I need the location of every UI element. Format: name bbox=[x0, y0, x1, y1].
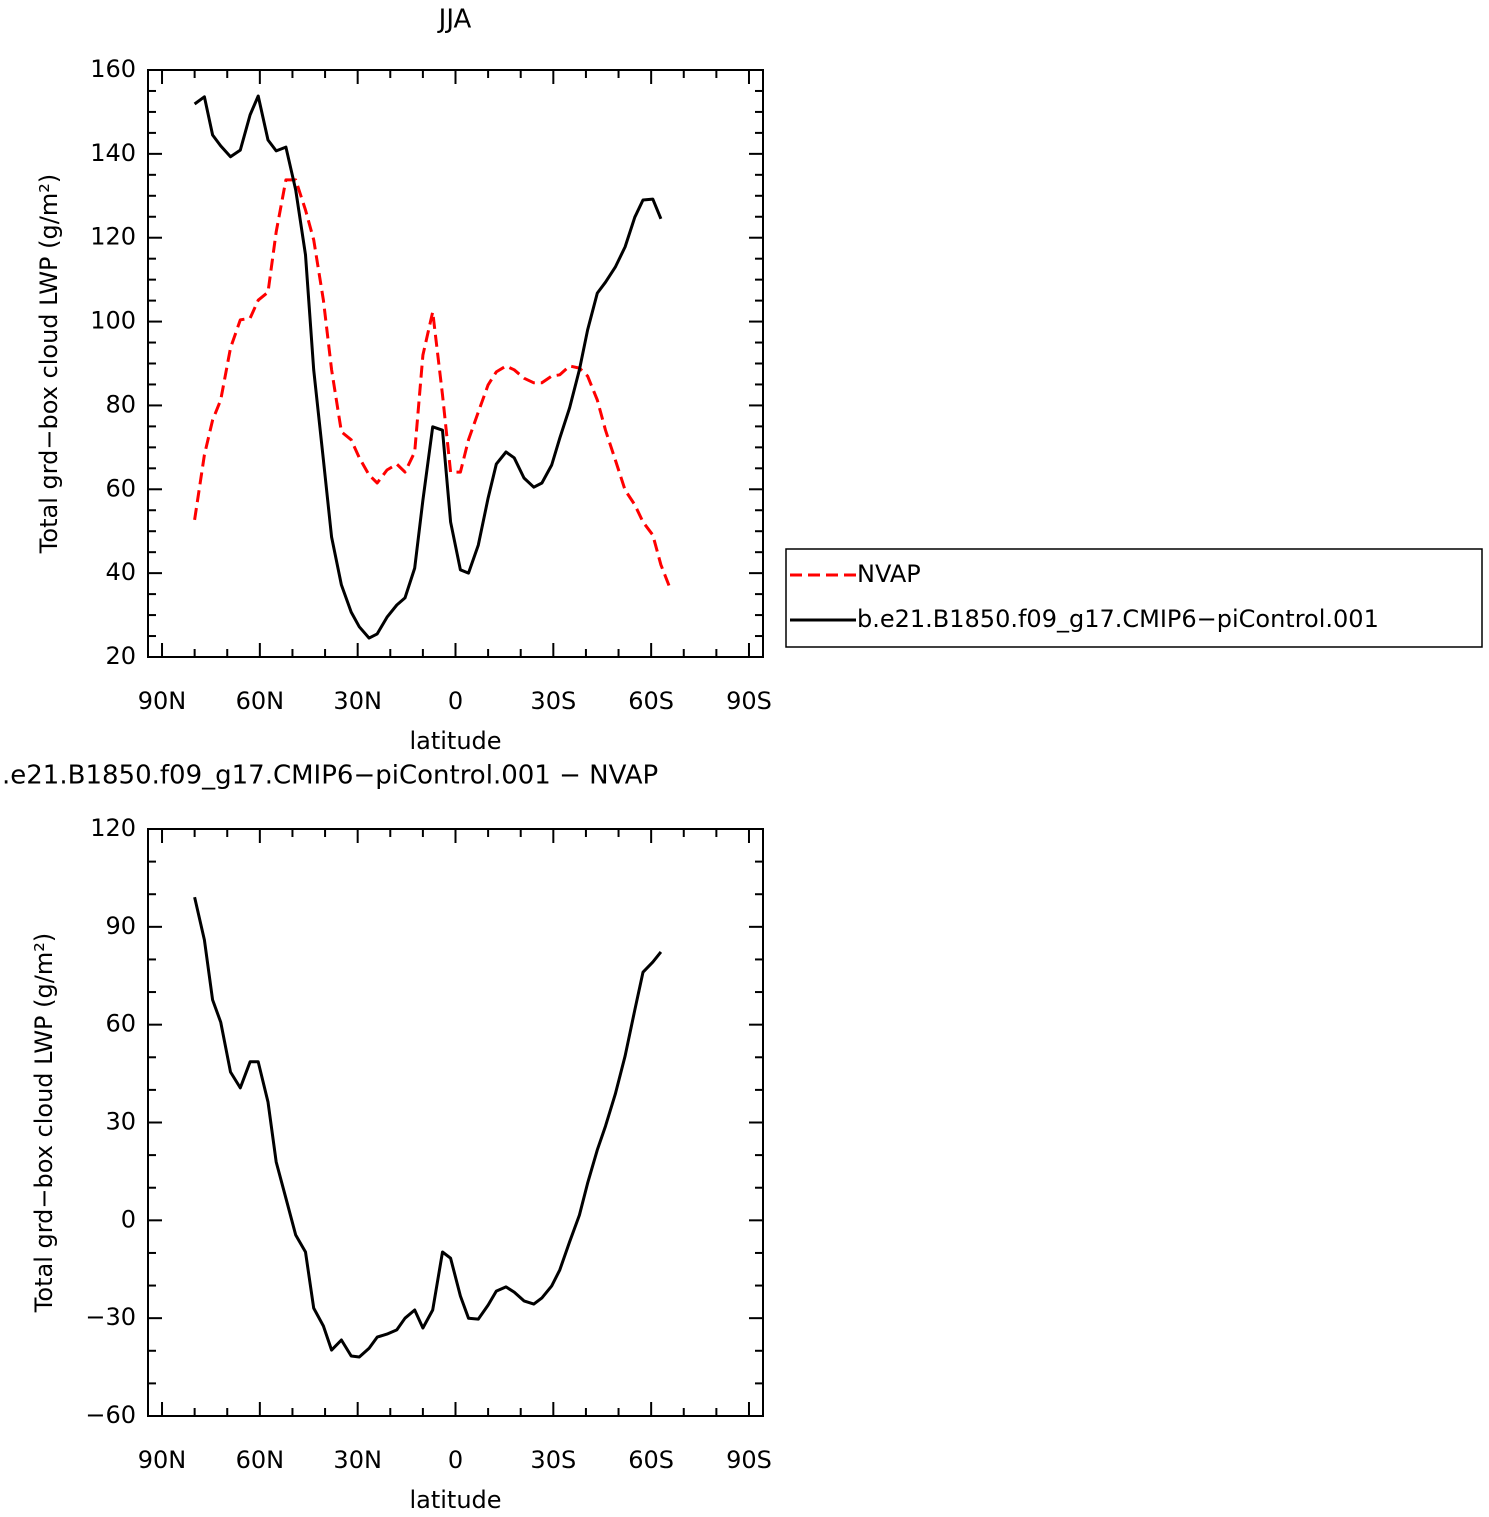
y-tick-label: 160 bbox=[90, 55, 136, 83]
x-tick-label: 90N bbox=[138, 687, 187, 715]
y-tick-label: 80 bbox=[105, 390, 136, 418]
y-tick-label: 0 bbox=[121, 1205, 136, 1233]
y-tick-label: 120 bbox=[90, 223, 136, 251]
x-tick-label: 90N bbox=[138, 1446, 187, 1474]
legend-box bbox=[785, 548, 1483, 648]
y-tick-label: 140 bbox=[90, 139, 136, 167]
x-tick-label: 30S bbox=[530, 687, 576, 715]
x-tick-label: 90S bbox=[726, 687, 772, 715]
y-tick-label: 60 bbox=[105, 474, 136, 502]
chart-title: .e21.B1850.f09_g17.CMIP6−piControl.001 −… bbox=[2, 761, 658, 791]
legend: NVAP b.e21.B1850.f09_g17.CMIP6−piControl.… bbox=[785, 548, 1483, 648]
data-line bbox=[193, 178, 673, 591]
x-axis-label: latitude bbox=[409, 727, 501, 755]
data-line bbox=[193, 94, 663, 640]
x-tick-label: 0 bbox=[448, 1446, 463, 1474]
x-tick-label: 30N bbox=[333, 687, 382, 715]
y-tick-label: 100 bbox=[90, 307, 136, 335]
x-tick-label: 30N bbox=[333, 1446, 382, 1474]
y-tick-label: −30 bbox=[85, 1303, 136, 1331]
x-tick-label: 60N bbox=[236, 1446, 285, 1474]
x-tick-label: 60S bbox=[628, 687, 674, 715]
legend-label: b.e21.B1850.f09_g17.CMIP6−piControl.001 bbox=[857, 605, 1379, 633]
y-axis-label: Total grd−box cloud LWP (g/m²) bbox=[35, 174, 63, 554]
x-tick-label: 0 bbox=[448, 687, 463, 715]
y-tick-label: 60 bbox=[105, 1010, 136, 1038]
y-tick-label: −60 bbox=[85, 1401, 136, 1429]
x-axis-label: latitude bbox=[409, 1486, 501, 1514]
chart-title: JJA bbox=[437, 5, 472, 35]
y-tick-label: 20 bbox=[105, 642, 136, 670]
plot-frame bbox=[147, 828, 764, 1417]
legend-label: NVAP bbox=[857, 560, 921, 588]
x-tick-label: 30S bbox=[530, 1446, 576, 1474]
plot-frame bbox=[147, 69, 764, 658]
y-tick-label: 30 bbox=[105, 1108, 136, 1136]
y-tick-label: 120 bbox=[90, 814, 136, 842]
y-tick-label: 90 bbox=[105, 912, 136, 940]
data-line bbox=[193, 896, 663, 1359]
x-tick-label: 60S bbox=[628, 1446, 674, 1474]
x-tick-label: 60N bbox=[236, 687, 285, 715]
y-tick-label: 40 bbox=[105, 558, 136, 586]
y-axis-label: Total grd−box cloud LWP (g/m²) bbox=[30, 933, 58, 1313]
x-tick-label: 90S bbox=[726, 1446, 772, 1474]
